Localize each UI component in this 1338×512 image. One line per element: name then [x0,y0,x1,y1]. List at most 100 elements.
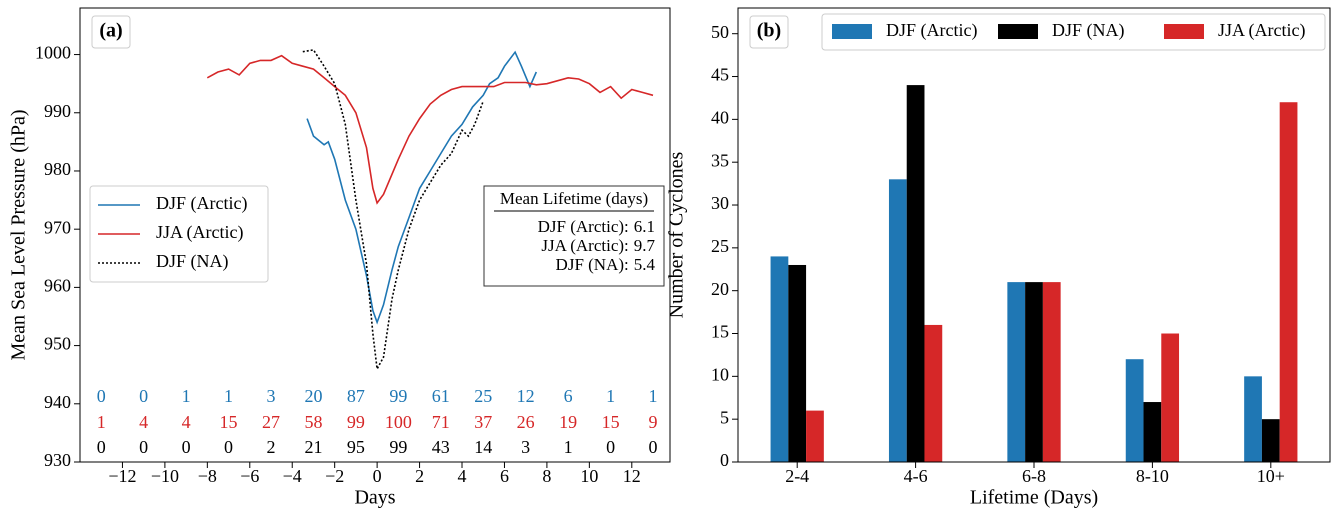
y-tick-label: 50 [711,22,729,42]
lifetime-item: DJF (Arctic): 6.1 [538,217,655,236]
x-tick-label: −6 [240,466,259,486]
count-label: 43 [432,437,450,457]
series-line [302,49,484,372]
x-tick-label: 6 [500,466,509,486]
x-tick-label: −8 [198,466,217,486]
count-label: 19 [559,412,577,432]
bar [924,324,943,462]
panel-label-bg [91,15,131,49]
count-label: 0 [182,437,191,457]
count-label: 0 [224,437,233,457]
count-label: 9 [649,412,658,432]
bar [1244,376,1262,462]
count-label: 61 [432,386,450,406]
lifetime-value: 9.7 [634,236,656,255]
count-label: 4 [182,412,191,432]
bar [1125,359,1144,462]
y-tick-label: 15 [711,322,729,342]
count-label: 0 [139,437,148,457]
lifetime-title: Mean Lifetime (days) [500,189,648,208]
y-tick-label: 970 [44,217,71,237]
legend-label: DJF (Arctic) [156,193,247,214]
y-tick-label: 940 [44,392,71,412]
plot-frame [79,7,671,463]
y-axis-label: Number of Cyclones [666,151,688,318]
bar [906,85,925,463]
count-label: 1 [649,386,658,406]
legend-label: JJA (Arctic) [1218,20,1305,41]
lifetime-name: DJF (Arctic): [538,217,629,236]
x-tick-label: 4 [458,466,467,486]
count-label: 25 [474,386,492,406]
legend-swatch [998,24,1038,39]
y-tick-label: 930 [44,450,71,470]
count-label: 99 [389,437,407,457]
count-label: 2 [267,437,276,457]
bar [888,179,907,463]
count-label: 99 [389,386,407,406]
y-tick-label: 10 [711,364,729,384]
count-label: 95 [347,437,365,457]
y-tick-label: 40 [711,107,729,127]
y-tick-label: 35 [711,150,729,170]
x-tick-label: −2 [325,466,344,486]
plot-frame [737,7,1331,463]
legend-label: DJF (NA) [1052,20,1125,41]
x-tick-label: 10+ [1257,466,1285,486]
bar [1042,282,1061,462]
count-label: 37 [474,412,492,432]
count-label: 0 [649,437,658,457]
count-label: 0 [97,386,106,406]
count-label: 12 [517,386,535,406]
y-tick-label: 25 [711,236,729,256]
count-label: 3 [267,386,276,406]
count-label: 87 [347,386,365,406]
bar [1007,282,1026,462]
panel-label: (a) [99,20,122,42]
legend-box [821,13,1326,51]
y-tick-label: 30 [711,193,729,213]
x-axis-label: Days [354,487,395,509]
legend-swatch [832,24,872,39]
count-label: 15 [602,412,620,432]
panel-label-bg [749,15,789,49]
x-tick-label: 0 [373,466,382,486]
bar [806,410,824,462]
y-tick-label: 5 [720,407,729,427]
count-label: 71 [432,412,450,432]
lifetime-name: DJF (NA): [556,255,629,274]
count-label: 1 [564,437,573,457]
y-tick-label: 1000 [35,43,71,63]
series-line [306,50,538,325]
legend-label: DJF (NA) [156,251,229,272]
count-label: 0 [139,386,148,406]
bar [1279,102,1298,463]
count-label: 1 [97,412,106,432]
count-label: 21 [304,437,322,457]
count-label: 27 [262,412,280,432]
y-tick-label: 45 [711,65,729,85]
x-tick-label: 4-6 [904,466,928,486]
x-tick-label: 12 [623,466,641,486]
y-tick-label: 990 [44,101,71,121]
count-label: 4 [139,412,148,432]
lifetime-item: JJA (Arctic): 9.7 [541,236,655,255]
y-tick-label: 980 [44,159,71,179]
legend-box [89,185,269,283]
y-tick-label: 960 [44,276,71,296]
x-tick-label: 8-10 [1136,466,1169,486]
y-axis-label: Mean Sea Level Pressure (hPa) [8,109,30,360]
x-tick-label: −12 [108,466,136,486]
legend-label: DJF (Arctic) [886,20,977,41]
bar [1261,419,1280,462]
series-line [206,54,654,205]
count-label: 0 [97,437,106,457]
count-label: 1 [182,386,191,406]
count-label: 14 [474,437,492,457]
count-label: 1 [606,386,615,406]
legend-swatch [1164,24,1204,39]
count-label: 58 [304,412,322,432]
x-tick-label: 8 [542,466,551,486]
